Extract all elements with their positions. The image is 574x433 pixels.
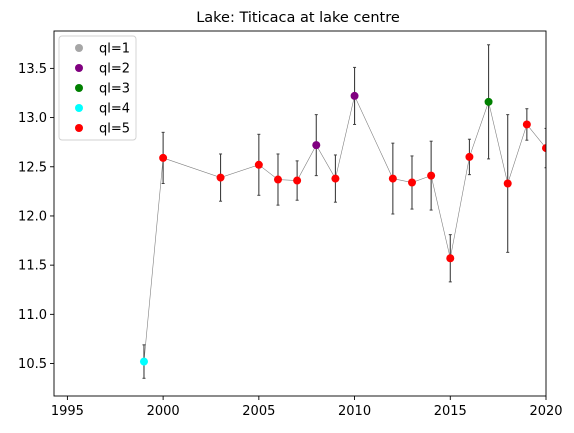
x-axis: 1995 2000 2005 2010 2015 2020: [51, 396, 563, 419]
legend-item: ql=4: [75, 102, 130, 117]
data-point: [139, 357, 148, 366]
y-tick-label: 13.5: [18, 62, 47, 77]
x-tick-label: 2015: [434, 404, 467, 419]
data-point: [465, 152, 474, 161]
data-point: [254, 160, 263, 169]
data-point: [350, 91, 359, 100]
data-point: [273, 175, 282, 184]
data-point: [159, 153, 168, 162]
x-tick-label: 2000: [147, 404, 180, 419]
error-bar-layer: [142, 44, 546, 379]
legend-frame: [58, 35, 137, 141]
legend-item: ql=1: [75, 42, 130, 57]
legend-marker: [75, 44, 83, 52]
x-tick-label: 2020: [529, 404, 562, 419]
chart-title: Lake: Titicaca at lake centre: [196, 10, 400, 26]
y-tick-label: 13.0: [18, 111, 47, 126]
y-axis: 10.5 11.0 11.5 12.0 12.5 13.0 13.5: [18, 62, 54, 372]
data-point: [427, 171, 436, 180]
y-tick-label: 11.5: [18, 259, 47, 274]
legend-label: ql=2: [99, 62, 130, 77]
data-point: [503, 179, 512, 188]
y-tick-label: 12.5: [18, 160, 47, 175]
data-point: [542, 144, 546, 153]
x-tick-label: 1995: [51, 404, 84, 419]
data-point: [293, 176, 302, 185]
data-point: [388, 174, 397, 183]
legend-marker: [75, 64, 83, 72]
legend-marker: [75, 104, 83, 112]
plot-area: [139, 44, 546, 379]
y-tick-label: 10.5: [18, 357, 47, 372]
y-tick-label: 12.0: [18, 209, 47, 224]
data-point: [446, 254, 455, 263]
data-point: [312, 141, 321, 150]
legend-label: ql=5: [99, 122, 130, 137]
series-line-layer: [143, 95, 546, 362]
series-line: [143, 95, 546, 362]
plot-frame: [53, 30, 547, 397]
data-point: [484, 97, 493, 106]
legend-label: ql=4: [99, 102, 130, 117]
data-point: [407, 178, 416, 187]
x-tick-label: 2010: [338, 404, 371, 419]
y-tick-label: 11.0: [18, 308, 47, 323]
legend-item: ql=3: [75, 82, 130, 97]
data-point: [216, 173, 225, 182]
x-tick-label: 2005: [242, 404, 275, 419]
legend-item: ql=2: [75, 62, 130, 77]
legend-item: ql=5: [75, 122, 130, 137]
error-bar: [544, 127, 546, 169]
data-point-layer: [139, 91, 546, 366]
legend: ql=1 ql=2 ql=3 ql=4 ql=5: [58, 35, 137, 141]
legend-label: ql=3: [99, 82, 130, 97]
data-point: [522, 120, 531, 129]
legend-marker: [75, 84, 83, 92]
legend-marker: [75, 124, 83, 132]
data-point: [331, 174, 340, 183]
legend-label: ql=1: [99, 42, 130, 57]
